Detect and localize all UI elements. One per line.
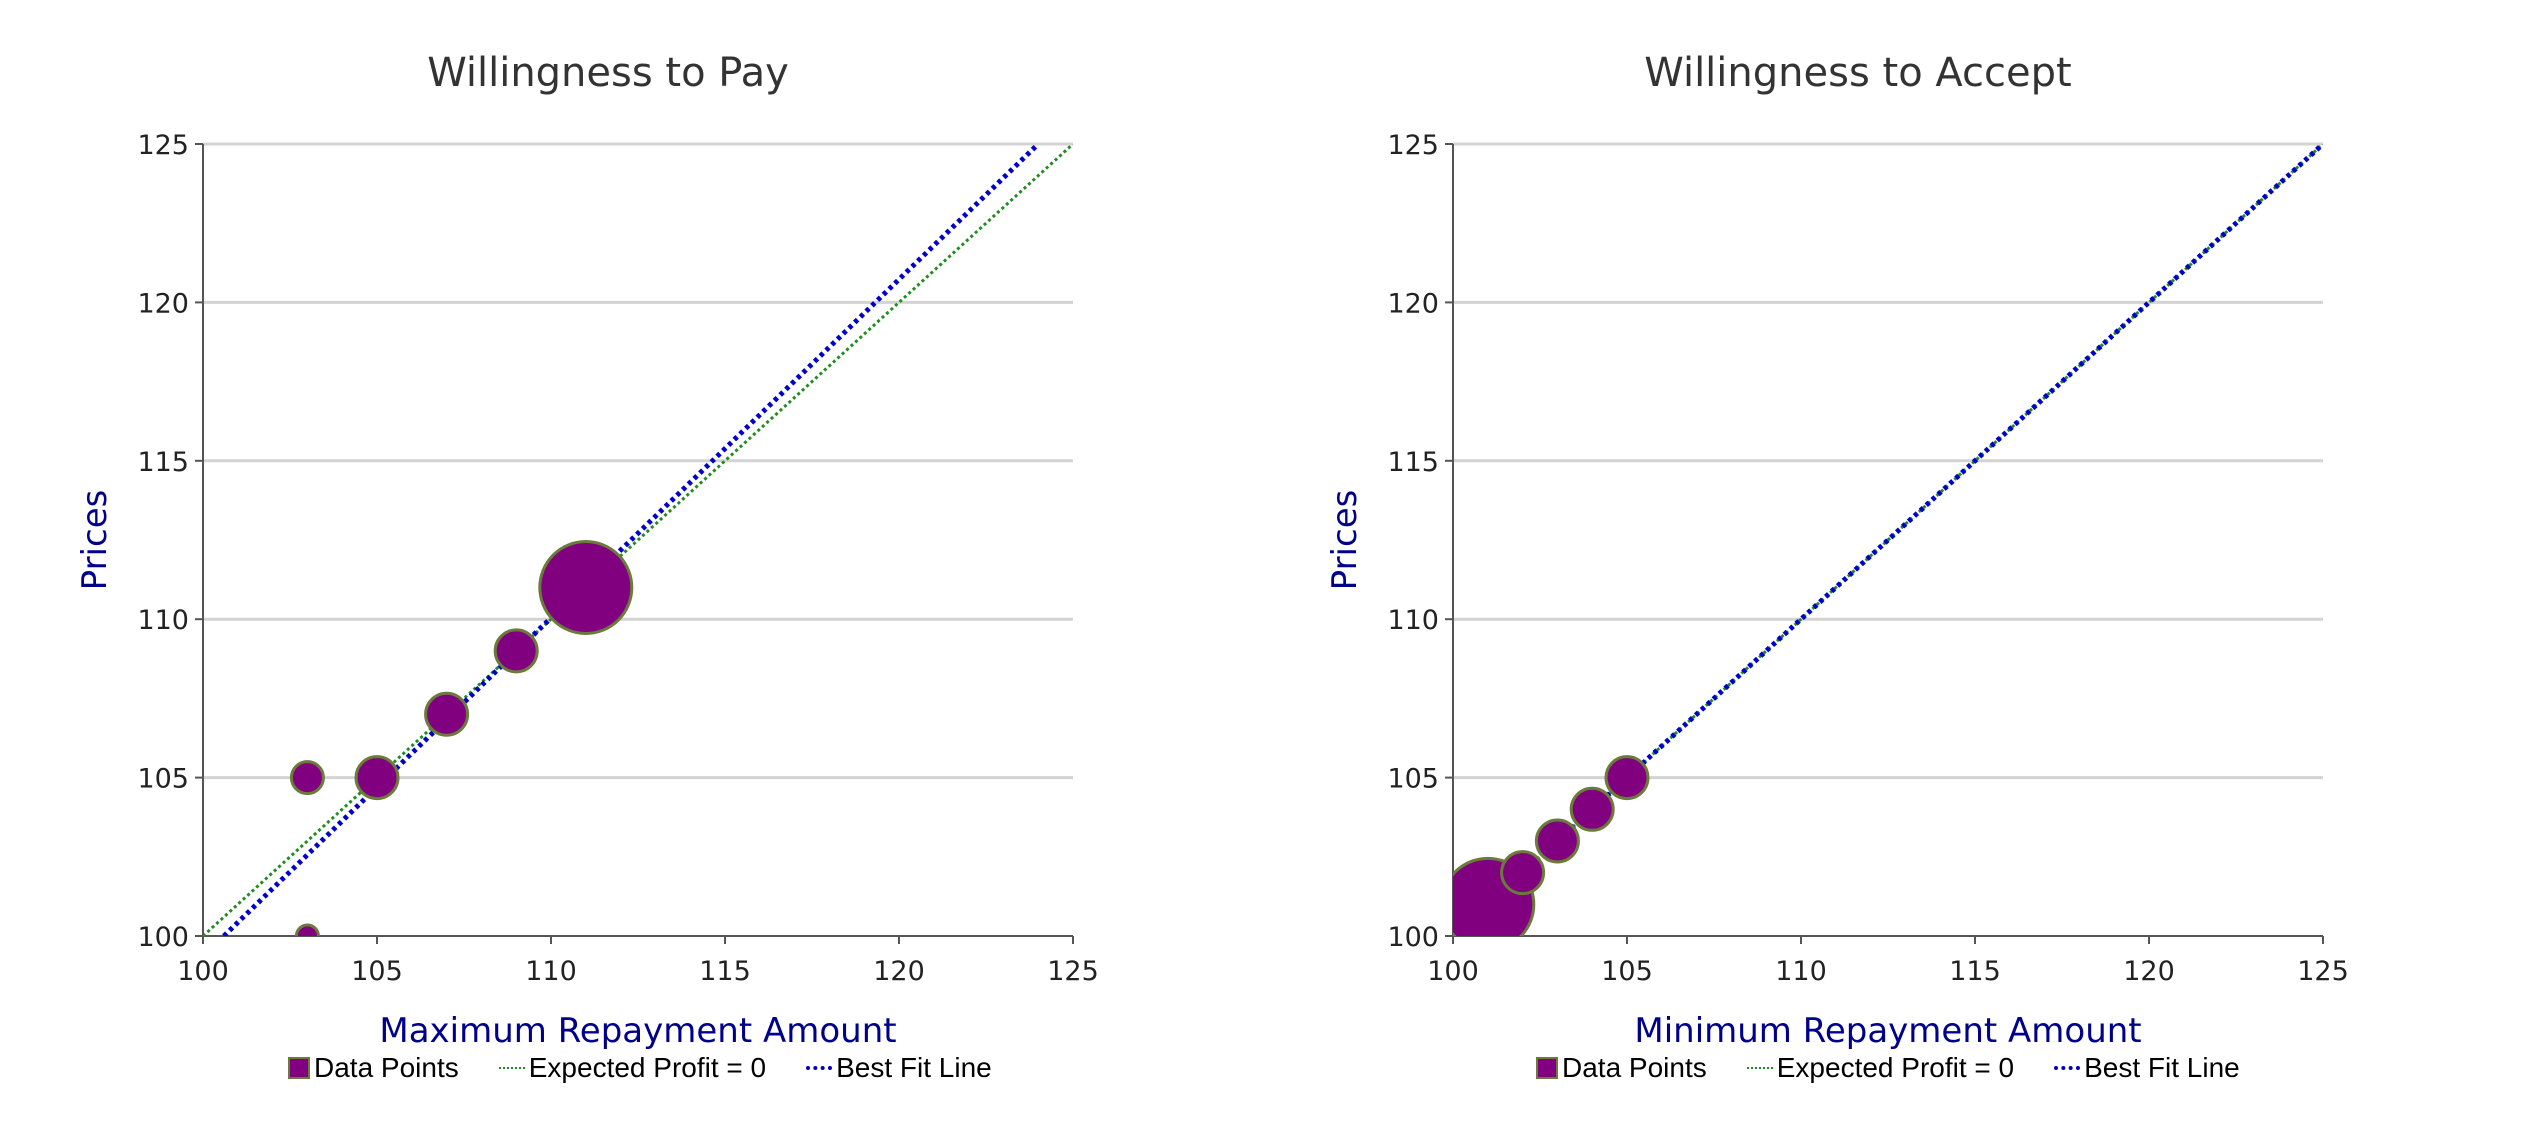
data-point[interactable] (354, 755, 400, 801)
data-point[interactable] (493, 628, 539, 674)
chart-title: Willingness to Accept (1644, 50, 2071, 96)
y-tick-label: 105 (1387, 764, 1439, 795)
y-tick-label: 115 (137, 447, 189, 478)
x-tick-label: 100 (177, 956, 229, 987)
x-tick-label: 105 (351, 956, 403, 987)
wtp-chart: Willingness to Pay 100 105 110 115 120 125 100 1… (75, 50, 1099, 1051)
data-point[interactable] (1604, 755, 1650, 801)
data-point[interactable] (289, 760, 325, 796)
data-point[interactable] (538, 540, 634, 636)
y-tick-label: 120 (1387, 288, 1439, 319)
y-tick-label: 125 (137, 130, 189, 161)
y-tick-label: 115 (1387, 447, 1439, 478)
legend-item-data-points[interactable]: Data Points (1536, 1052, 1707, 1084)
dotted-line-green-icon (498, 1067, 525, 1069)
x-tick-label: 115 (1949, 956, 2001, 987)
wtp-legend: Data Points Expected Profit = 0 Best Fit… (288, 1052, 1032, 1084)
x-tick-label: 100 (1427, 956, 1479, 987)
legend-item-expected-profit[interactable]: Expected Profit = 0 (1746, 1052, 2015, 1084)
data-point[interactable] (424, 691, 470, 737)
legend-label: Data Points (1562, 1052, 1707, 1083)
data-point[interactable] (1534, 818, 1580, 864)
dotted-line-green-icon (1746, 1067, 1773, 1069)
legend-item-expected-profit[interactable]: Expected Profit = 0 (498, 1052, 767, 1084)
x-tick-label: 120 (873, 956, 925, 987)
y-tick-label: 105 (137, 764, 189, 795)
x-tick-label: 110 (1775, 956, 1827, 987)
legend-label: Best Fit Line (2084, 1052, 2240, 1083)
wta-chart: Willingness to Accept 100 105 110 115 120 125 1… (1325, 50, 2349, 1051)
x-axis-label: Minimum Repayment Amount (1634, 1011, 2141, 1051)
best-fit-line (222, 144, 1040, 936)
expected-profit-line (1453, 144, 2323, 936)
x-tick-label: 125 (1047, 956, 1099, 987)
y-tick-label: 110 (1387, 605, 1439, 636)
x-tick-label: 125 (2297, 956, 2349, 987)
dotted-line-blue-icon (806, 1066, 833, 1070)
legend-item-data-points[interactable]: Data Points (288, 1052, 459, 1084)
y-tick-label: 100 (1387, 922, 1439, 953)
legend-item-best-fit[interactable]: Best Fit Line (2054, 1052, 2240, 1084)
x-tick-label: 115 (699, 956, 751, 987)
y-tick-label: 120 (137, 288, 189, 319)
x-tick-label: 105 (1601, 956, 1653, 987)
y-tick-label: 100 (137, 922, 189, 953)
legend-item-best-fit[interactable]: Best Fit Line (806, 1052, 992, 1084)
y-axis-label: Prices (1325, 490, 1365, 591)
legend-label: Data Points (314, 1052, 459, 1083)
data-points-swatch-icon (288, 1057, 310, 1079)
data-point[interactable] (1569, 786, 1615, 832)
y-axis-label: Prices (75, 490, 115, 591)
legend-label: Expected Profit = 0 (1776, 1052, 2015, 1083)
data-point[interactable] (1500, 850, 1546, 896)
legend-label: Expected Profit = 0 (528, 1052, 767, 1083)
wta-legend: Data Points Expected Profit = 0 Best Fit… (1536, 1052, 2280, 1084)
data-point[interactable] (294, 923, 320, 947)
x-tick-label: 110 (525, 956, 577, 987)
dotted-line-blue-icon (2054, 1066, 2081, 1070)
chart-title: Willingness to Pay (427, 50, 789, 96)
x-axis-label: Maximum Repayment Amount (379, 1011, 896, 1051)
legend-label: Best Fit Line (836, 1052, 992, 1083)
data-points-swatch-icon (1536, 1057, 1558, 1079)
x-tick-label: 120 (2123, 956, 2175, 987)
expected-profit-line (203, 144, 1073, 936)
y-tick-label: 110 (137, 605, 189, 636)
y-tick-label: 125 (1387, 130, 1439, 161)
